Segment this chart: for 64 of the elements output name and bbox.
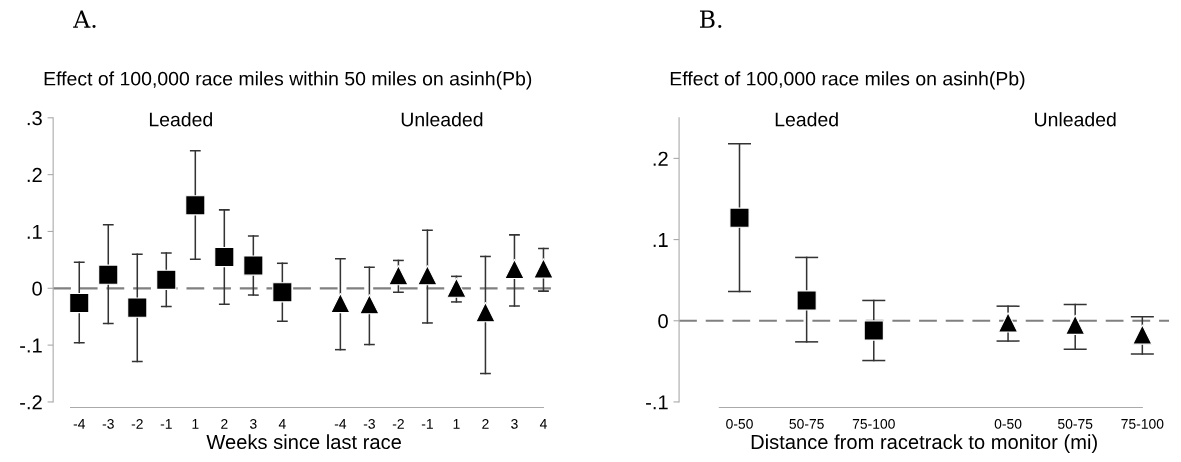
annotation: Leaded [149,112,212,127]
x-tick-label: -3 [102,418,114,429]
x-tick-label: 50-75 [1057,418,1093,429]
point [185,195,206,216]
x-tick-label: 0-50 [994,418,1022,429]
chart-subtitle: Effect of 100,000 race miles within 50 miles on asinh(Pb) [44,71,532,90]
point [1065,314,1086,335]
x-tick-label: -3 [363,418,375,429]
y-tick-label: .1 [27,224,42,239]
point [98,264,119,285]
x-tick-label: 75-100 [852,418,895,429]
y-tick-label: .1 [653,233,668,247]
point [417,265,438,286]
point [504,258,525,280]
point [156,269,177,290]
chart-title: B. [699,10,722,28]
x-tick-label: -4 [334,419,347,429]
x-axis-title: Distance from racetrack to monitor (mi) [751,434,1097,454]
y-tick-label: -.1 [20,338,42,353]
y-tick-label: .3 [27,111,42,126]
point [1132,324,1153,345]
x-tick-label: 1 [192,419,199,429]
y-tick-label: .2 [27,167,42,182]
x-tick-label: -4 [73,419,86,429]
x-tick-label: 2 [482,418,489,429]
x-tick-label: -2 [131,418,143,429]
point [127,297,148,318]
point [272,282,293,303]
x-tick-label: 3 [250,418,257,429]
x-tick-label: -1 [160,419,172,429]
x-tick-label: 4 [278,419,286,429]
point [330,292,351,314]
y-tick-label: 0 [658,313,668,329]
point [475,302,496,323]
annotation: Unleaded [401,112,483,127]
x-tick-label: 1 [453,419,460,429]
x-tick-label: 0-50 [726,418,753,429]
annotation: Unleaded [1035,112,1116,127]
x-tick-label: 3 [511,418,518,429]
x-tick-label: -1 [421,419,433,429]
x-tick-label: -2 [392,418,404,429]
point [997,312,1019,333]
x-tick-label: 2 [221,418,228,429]
point [214,246,235,268]
x-tick-label: 50-75 [789,418,824,429]
point [533,258,554,279]
y-tick-label: -.1 [646,395,668,410]
chart-subtitle: Effect of 100,000 race miles on asinh(Pb) [670,71,1025,90]
annotation: Leaded [775,112,838,127]
point [796,290,817,311]
x-tick-label: 4 [539,419,547,429]
x-axis-title: Weeks since last race [206,434,401,450]
point [729,207,750,228]
point [359,294,380,315]
chart-title: A. [73,10,96,28]
point [388,265,409,286]
y-tick-label: -.2 [20,395,42,410]
point [69,292,90,314]
point [446,277,467,298]
point [243,255,264,276]
x-tick-label: 75-100 [1121,418,1164,429]
point [863,320,884,341]
y-tick-label: .2 [653,151,668,166]
y-tick-label: 0 [32,281,42,296]
